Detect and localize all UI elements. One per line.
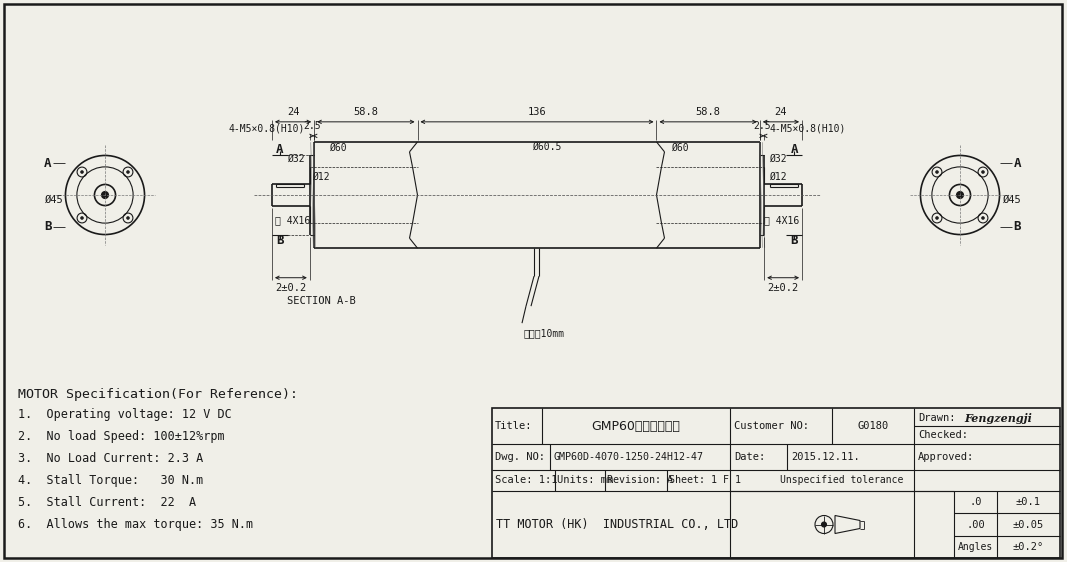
Text: Dwg. NO:: Dwg. NO: bbox=[495, 452, 545, 462]
Text: 24: 24 bbox=[775, 107, 787, 117]
Bar bbox=[492, 408, 1060, 558]
Text: .0: .0 bbox=[969, 497, 982, 507]
Text: 2±0.2: 2±0.2 bbox=[275, 283, 306, 293]
Text: A: A bbox=[791, 143, 798, 156]
Text: Title:: Title: bbox=[495, 421, 532, 431]
Circle shape bbox=[982, 171, 984, 173]
Text: GMP60D-4070-1250-24H12-47: GMP60D-4070-1250-24H12-47 bbox=[553, 452, 703, 462]
Text: 4-M5×0.8(H10): 4-M5×0.8(H10) bbox=[769, 124, 845, 133]
Text: B: B bbox=[1014, 220, 1021, 233]
Text: Checked:: Checked: bbox=[918, 430, 968, 440]
Text: Ø45: Ø45 bbox=[1003, 195, 1021, 205]
Text: B: B bbox=[44, 220, 51, 233]
Text: SECTION A-B: SECTION A-B bbox=[287, 296, 355, 306]
Text: A: A bbox=[44, 157, 51, 170]
Circle shape bbox=[81, 217, 83, 219]
Text: ±0.2°: ±0.2° bbox=[1013, 542, 1045, 552]
Text: 键 4X16: 键 4X16 bbox=[764, 216, 799, 225]
Text: Sheet: 1 F 1: Sheet: 1 F 1 bbox=[669, 475, 740, 485]
Text: Date:: Date: bbox=[734, 452, 765, 462]
Text: 58.8: 58.8 bbox=[353, 107, 379, 117]
Text: 136: 136 bbox=[527, 107, 546, 117]
Text: 2015.12.11.: 2015.12.11. bbox=[791, 452, 860, 462]
Text: ±0.1: ±0.1 bbox=[1016, 497, 1041, 507]
Circle shape bbox=[101, 192, 109, 198]
Circle shape bbox=[982, 217, 984, 219]
Text: 5.  Stall Current:  22  A: 5. Stall Current: 22 A bbox=[18, 496, 196, 509]
Text: Unspecified tolerance: Unspecified tolerance bbox=[780, 475, 904, 485]
Text: A: A bbox=[1014, 157, 1021, 170]
Circle shape bbox=[127, 217, 129, 219]
Text: 1.  Operating voltage: 12 V DC: 1. Operating voltage: 12 V DC bbox=[18, 408, 232, 421]
Text: Drawn:: Drawn: bbox=[918, 413, 956, 423]
Text: Revision: A: Revision: A bbox=[607, 475, 673, 485]
Text: 键 4X16: 键 4X16 bbox=[275, 216, 310, 225]
Circle shape bbox=[936, 217, 938, 219]
Text: G0180: G0180 bbox=[858, 421, 889, 431]
Text: ±0.05: ±0.05 bbox=[1013, 519, 1045, 529]
Circle shape bbox=[956, 192, 964, 198]
Text: B: B bbox=[791, 234, 798, 247]
Text: 剪线长10mm: 剪线长10mm bbox=[524, 328, 566, 338]
Text: Ø45: Ø45 bbox=[45, 195, 63, 205]
Text: 2.5: 2.5 bbox=[753, 121, 770, 131]
Text: GMP60行星减速电机: GMP60行星减速电机 bbox=[591, 419, 681, 433]
Text: 58.8: 58.8 bbox=[696, 107, 720, 117]
Text: Ø60: Ø60 bbox=[671, 143, 689, 153]
Text: Angles: Angles bbox=[958, 542, 993, 552]
Text: 4-M5×0.8(H10): 4-M5×0.8(H10) bbox=[228, 124, 305, 133]
Text: TT MOTOR (HK)  INDUSTRIAL CO., LTD: TT MOTOR (HK) INDUSTRIAL CO., LTD bbox=[496, 518, 738, 531]
Circle shape bbox=[81, 171, 83, 173]
Text: 2±0.2: 2±0.2 bbox=[767, 283, 799, 293]
Text: 6.  Allows the max torque: 35 N.m: 6. Allows the max torque: 35 N.m bbox=[18, 518, 253, 531]
Text: 2.  No load Speed: 100±12%rpm: 2. No load Speed: 100±12%rpm bbox=[18, 430, 225, 443]
Text: 2.5: 2.5 bbox=[303, 121, 321, 131]
Text: .00: .00 bbox=[966, 519, 985, 529]
Circle shape bbox=[936, 171, 938, 173]
Text: Ø32: Ø32 bbox=[769, 154, 786, 164]
Text: 24: 24 bbox=[287, 107, 300, 117]
Text: MOTOR Specification(For Reference):: MOTOR Specification(For Reference): bbox=[18, 388, 298, 401]
Text: Ø60.5: Ø60.5 bbox=[532, 142, 561, 152]
Text: Customer NO:: Customer NO: bbox=[734, 421, 809, 431]
Text: 3.  No Load Current: 2.3 A: 3. No Load Current: 2.3 A bbox=[18, 452, 203, 465]
Text: Fengzengji: Fengzengji bbox=[964, 413, 1032, 424]
Text: Ø60: Ø60 bbox=[330, 143, 347, 153]
Text: Units: mm: Units: mm bbox=[557, 475, 614, 485]
Text: Approved:: Approved: bbox=[918, 452, 974, 462]
Text: Ø12: Ø12 bbox=[769, 171, 786, 182]
Text: Scale: 1:1: Scale: 1:1 bbox=[495, 475, 557, 485]
Text: 4.  Stall Torque:   30 N.m: 4. Stall Torque: 30 N.m bbox=[18, 474, 203, 487]
Circle shape bbox=[822, 522, 827, 527]
Circle shape bbox=[127, 171, 129, 173]
Text: Ø32: Ø32 bbox=[287, 154, 305, 164]
Text: B: B bbox=[276, 234, 284, 247]
Text: A: A bbox=[276, 143, 284, 156]
Text: Ø12: Ø12 bbox=[312, 171, 330, 182]
